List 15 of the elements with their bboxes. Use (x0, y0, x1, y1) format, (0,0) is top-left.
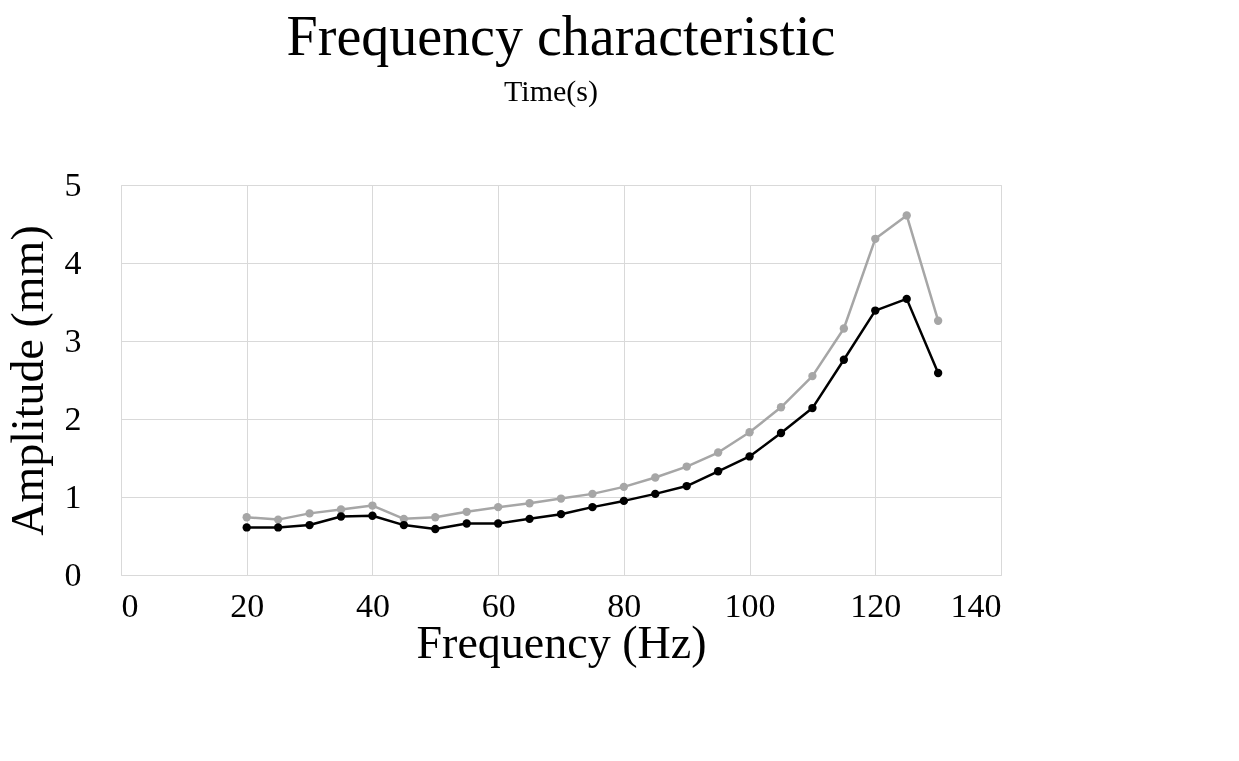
x-tick-label: 120 (850, 586, 902, 624)
x-tick-label: 20 (230, 586, 265, 624)
text: Time(s) (504, 74, 598, 108)
x-tick-label: 0 (121, 586, 139, 624)
y-axis-title: Amplitude (mm) (1, 225, 53, 536)
y-tick-label: 2 (64, 399, 82, 437)
x-tick-label: 140 (950, 586, 1002, 624)
chart-title: Frequency characteristic (286, 5, 836, 67)
y-tick-label: 5 (64, 165, 82, 203)
x-tick-label: 40 (355, 586, 390, 624)
y-tick-label: 1 (64, 477, 82, 515)
y-tick-label: 3 (64, 321, 82, 359)
y-tick-label: 0 (64, 555, 82, 593)
y-tick-label: 4 (64, 243, 82, 281)
x-tick-label: 100 (724, 586, 776, 624)
